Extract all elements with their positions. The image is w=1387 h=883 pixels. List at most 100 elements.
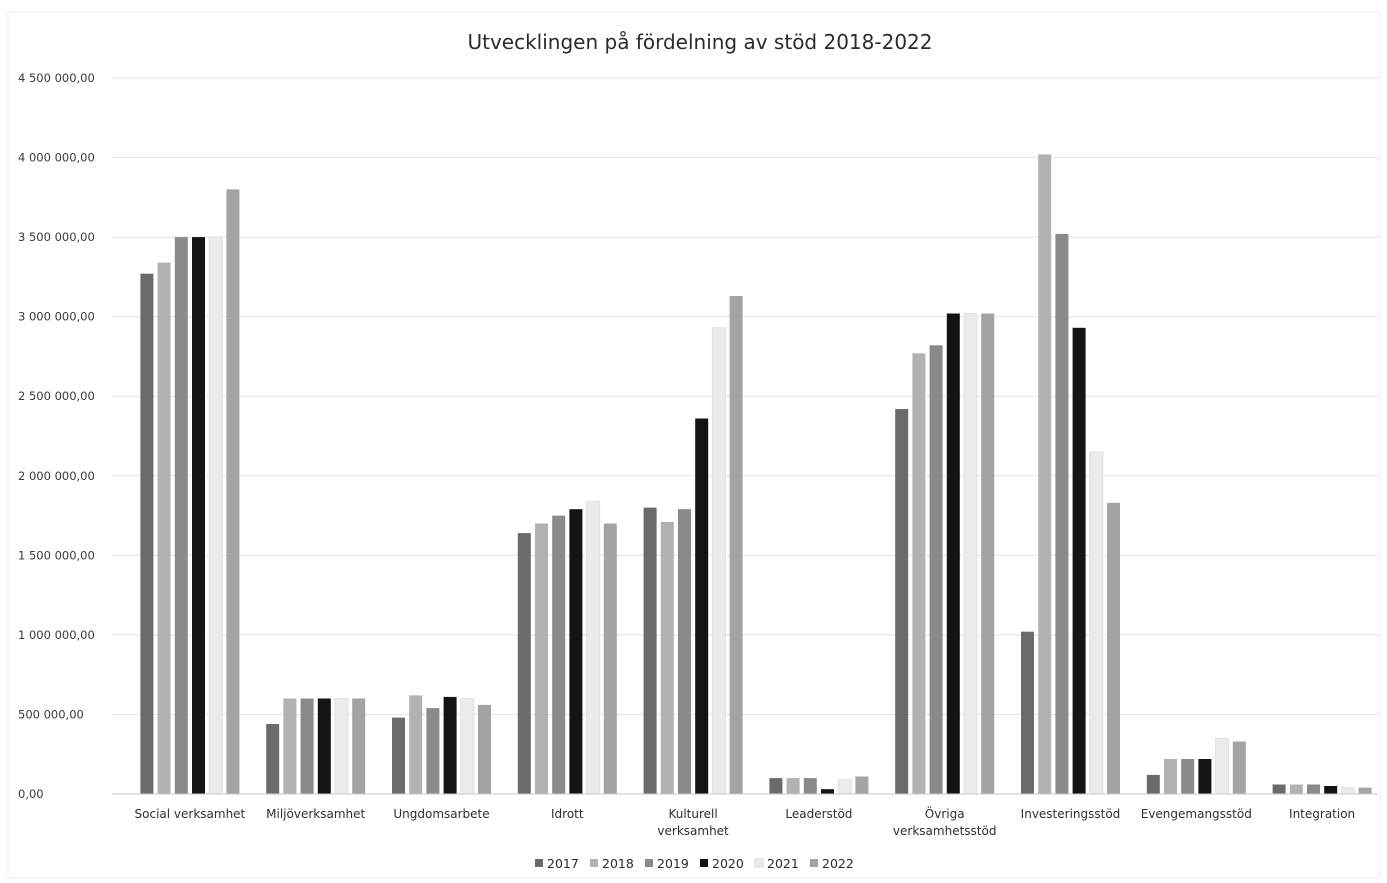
y-tick-label: 2 000 000,00 [18, 469, 95, 483]
legend-label-2020: 2020 [712, 856, 744, 871]
bar-2019-cat-2 [426, 708, 440, 794]
bar-2019-cat-1 [300, 698, 314, 794]
legend-swatch-2022 [810, 859, 818, 867]
x-category-label: Evengemangsstöd [1141, 807, 1252, 821]
bar-2019-cat-6 [929, 345, 943, 794]
y-tick-label: 500 000,00 [18, 707, 84, 721]
legend-swatch-2019 [645, 859, 653, 867]
bar-2018-cat-3 [535, 523, 548, 794]
bar-2020-cat-6 [946, 313, 960, 794]
bar-2020-cat-0 [192, 237, 205, 795]
bar-2018-cat-1 [283, 698, 297, 794]
bar-2022-cat-8 [1232, 741, 1246, 794]
y-tick-label: 1 500 000,00 [18, 548, 95, 562]
bars [140, 154, 1372, 795]
bar-2022-cat-3 [603, 523, 617, 794]
legend-label-2017: 2017 [547, 856, 579, 871]
bar-2019-cat-4 [678, 509, 691, 794]
x-category-label: Investeringsstöd [1021, 807, 1121, 821]
bar-2019-cat-0 [174, 237, 188, 795]
legend: 2017 2018 2019 2020 2021 2022 [535, 856, 854, 871]
bar-2017-cat-8 [1146, 774, 1160, 794]
y-tick-label: 3 500 000,00 [18, 230, 95, 244]
x-category-label: Idrott [551, 807, 584, 821]
legend-swatch-2021 [754, 858, 764, 868]
legend-label-2021: 2021 [767, 856, 799, 871]
x-axis-category-labels: Social verksamhet Miljöverksamhet Ungdomsa… [135, 805, 1356, 838]
x-category-label: Integration [1289, 807, 1355, 821]
bar-2022-cat-2 [478, 704, 491, 794]
chart-title: Utvecklingen på fördelning av stöd 2018-… [467, 30, 932, 54]
bar-2019-cat-9 [1307, 784, 1320, 794]
bar-2017-cat-3 [517, 533, 531, 794]
bar-2021-cat-3 [586, 500, 601, 795]
bar-2018-cat-0 [157, 262, 171, 795]
bar-2019-cat-5 [803, 778, 817, 794]
bar-2021-cat-2 [460, 698, 475, 795]
x-category-label: Övriga [925, 805, 965, 821]
legend-label-2018: 2018 [602, 856, 634, 871]
bar-2021-cat-6 [963, 313, 978, 795]
bar-2017-cat-5 [769, 778, 783, 794]
bar-2021-cat-9 [1340, 787, 1355, 795]
x-category-label: Ungdomsarbete [393, 807, 489, 821]
bar-2019-cat-3 [552, 515, 566, 794]
bar-2021-cat-5 [837, 779, 852, 795]
bar-2018-cat-7 [1038, 154, 1052, 794]
bar-2020-cat-2 [443, 696, 457, 794]
x-category-label: Kulturell [668, 807, 717, 821]
bar-2020-cat-3 [569, 509, 583, 794]
x-category-label: verksamhetsstöd [893, 824, 997, 838]
bar-2022-cat-9 [1358, 787, 1372, 794]
bar-2017-cat-0 [140, 273, 154, 794]
bar-2022-cat-4 [729, 296, 743, 794]
bar-2018-cat-9 [1289, 784, 1303, 794]
y-tick-label: 1 000 000,00 [18, 628, 95, 642]
bar-2020-cat-7 [1072, 327, 1086, 794]
legend-swatch-2020 [700, 859, 708, 867]
bar-2017-cat-1 [266, 724, 280, 794]
bar-2021-cat-1 [334, 698, 349, 795]
bar-2022-cat-6 [981, 313, 995, 794]
bar-2020-cat-5 [821, 789, 834, 794]
bar-2022-cat-7 [1107, 502, 1120, 794]
legend-label-2019: 2019 [657, 856, 689, 871]
y-tick-label: 0,00 [18, 787, 44, 801]
x-category-label: verksamhet [657, 824, 729, 838]
bar-2021-cat-0 [208, 236, 223, 795]
y-tick-label: 3 000 000,00 [18, 310, 95, 324]
bar-2018-cat-4 [660, 521, 674, 794]
x-category-label: Miljöverksamhet [266, 807, 365, 821]
bar-2022-cat-1 [352, 698, 366, 794]
y-tick-label: 4 000 000,00 [18, 151, 95, 165]
bar-2020-cat-8 [1198, 759, 1212, 794]
bar-2018-cat-8 [1164, 759, 1177, 794]
bar-2021-cat-7 [1089, 451, 1104, 795]
y-tick-label: 4 500 000,00 [18, 71, 95, 85]
bar-2017-cat-9 [1272, 784, 1286, 794]
y-axis-tick-labels: 0,00 500 000,00 1 000 000,00 1 500 000,00 2 … [18, 71, 95, 801]
x-category-label: Leaderstöd [785, 807, 852, 821]
legend-swatch-2017 [535, 859, 543, 867]
bar-2020-cat-1 [317, 698, 331, 794]
y-tick-label: 2 500 000,00 [18, 389, 95, 403]
bar-2019-cat-7 [1055, 233, 1069, 794]
bar-2017-cat-7 [1021, 631, 1034, 794]
bar-2017-cat-4 [643, 507, 657, 794]
bar-2022-cat-5 [855, 776, 869, 794]
bar-2017-cat-6 [895, 409, 909, 794]
legend-label-2022: 2022 [822, 856, 854, 871]
bar-2021-cat-4 [711, 327, 726, 795]
bar-2017-cat-2 [392, 717, 405, 794]
bar-2022-cat-0 [226, 189, 240, 794]
bar-2021-cat-8 [1215, 737, 1230, 795]
bar-2018-cat-6 [912, 353, 926, 794]
bar-2020-cat-4 [695, 418, 709, 794]
bar-2018-cat-5 [786, 778, 800, 794]
bar-2018-cat-2 [409, 695, 423, 794]
bar-2020-cat-9 [1324, 786, 1338, 794]
x-category-label: Social verksamhet [135, 807, 246, 821]
legend-swatch-2018 [590, 859, 598, 867]
